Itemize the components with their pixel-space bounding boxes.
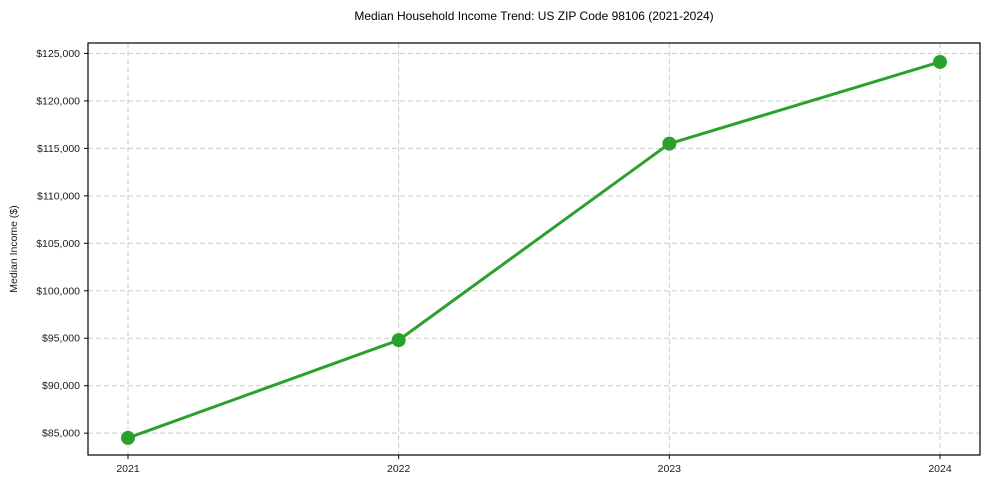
- y-tick-label: $125,000: [36, 48, 80, 60]
- y-tick-label: $110,000: [37, 190, 80, 202]
- data-point-2024: [933, 54, 947, 69]
- x-tick-label: 2023: [658, 463, 682, 475]
- chart-title: Median Household Income Trend: US ZIP Co…: [354, 9, 714, 23]
- data-point-2021: [121, 430, 135, 445]
- y-tick-label: $120,000: [36, 95, 80, 107]
- y-tick-label: $95,000: [42, 333, 80, 345]
- income-trend-line: [126, 60, 942, 440]
- y-tick-label: $105,000: [36, 238, 80, 250]
- data-point-2022: [391, 333, 406, 348]
- y-tick-label: $85,000: [42, 428, 80, 440]
- y-tick-label: $100,000: [36, 285, 80, 297]
- y-tick-label: $90,000: [42, 380, 80, 392]
- x-tick-label: 2021: [116, 463, 140, 475]
- x-tick-label: 2022: [387, 463, 411, 475]
- y-tick-label: $115,000: [37, 143, 80, 155]
- data-point-2023: [662, 136, 677, 151]
- plot-border: [87, 42, 981, 456]
- x-tick-label: 2024: [928, 463, 952, 475]
